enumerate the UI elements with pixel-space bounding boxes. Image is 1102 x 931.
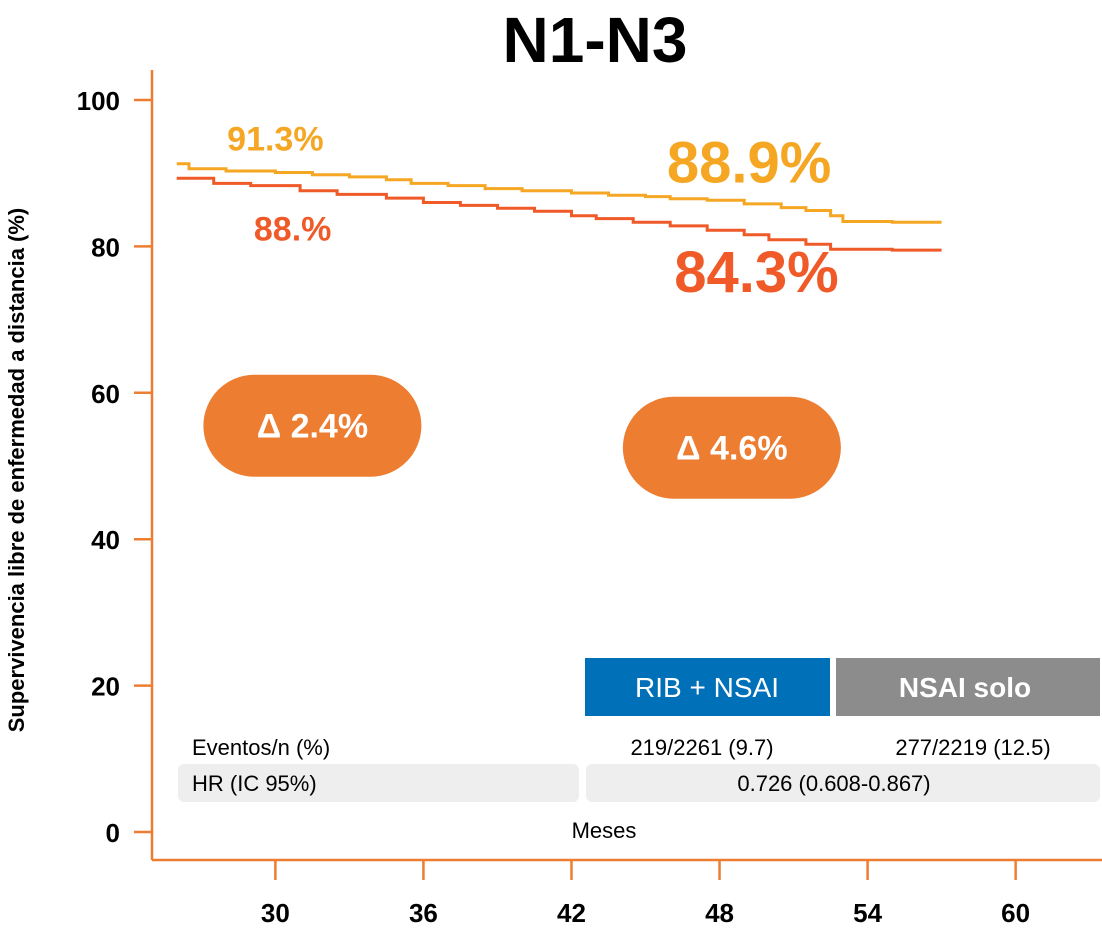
x-tick-label: 54 (853, 898, 882, 928)
table-row-hr-value-bg (586, 764, 1100, 802)
table-row-eventos-nsai: 277/2219 (12.5) (895, 735, 1050, 760)
legend-rib-nsai-label: RIB + NSAI (635, 672, 779, 703)
table-row-hr-label-bg (178, 764, 579, 802)
x-ticks: 30 36 42 48 54 60 (261, 860, 1030, 928)
annotation-layer: 91.3% 88.% 88.9% 84.3% (227, 121, 839, 305)
table-row-eventos-rib: 219/2261 (9.7) (630, 735, 773, 760)
table-row-eventos-label: Eventos/n (%) (192, 735, 330, 760)
x-tick-label: 30 (261, 898, 290, 928)
series-line-nsai-solo (176, 176, 942, 252)
value-annotation: 84.3% (674, 240, 838, 305)
y-ticks: 0 20 40 60 80 100 (77, 86, 152, 848)
x-tick-label: 42 (557, 898, 586, 928)
table-row-hr-value: 0.726 (0.608-0.867) (737, 771, 930, 796)
value-annotation: 88.9% (667, 131, 831, 196)
x-tick-label: 48 (705, 898, 734, 928)
series-layer (176, 162, 942, 252)
y-tick-label: 0 (106, 818, 120, 848)
delta-layer: Δ 2.4% Δ 4.6% (203, 374, 841, 499)
x-tick-label: 36 (409, 898, 438, 928)
delta-pill (203, 374, 422, 477)
y-tick-label: 80 (91, 232, 120, 262)
legend-nsai-solo-box (836, 658, 1100, 716)
x-axis-label: Meses (572, 818, 637, 843)
series-line-rib-nsai (176, 162, 942, 224)
delta-pill-label: Δ 2.4% (257, 408, 368, 446)
x-tick-label: 60 (1001, 898, 1030, 928)
chart-title: N1-N3 (503, 4, 688, 76)
delta-pill-label: Δ 4.6% (676, 430, 787, 468)
y-tick-label: 60 (91, 379, 120, 409)
value-annotation: 91.3% (227, 121, 323, 159)
value-annotation: 88.% (254, 211, 332, 249)
delta-pill (622, 396, 841, 499)
y-tick-label: 100 (77, 86, 120, 116)
table-row-hr-label: HR (IC 95%) (192, 771, 317, 796)
y-tick-label: 20 (91, 672, 120, 702)
y-tick-label: 40 (91, 525, 120, 555)
y-axis-label: Supervivencia libre de enfermedad a dist… (4, 208, 29, 733)
legend-nsai-solo-label: NSAI solo (899, 672, 1031, 703)
legend-rib-nsai-box (585, 658, 830, 716)
